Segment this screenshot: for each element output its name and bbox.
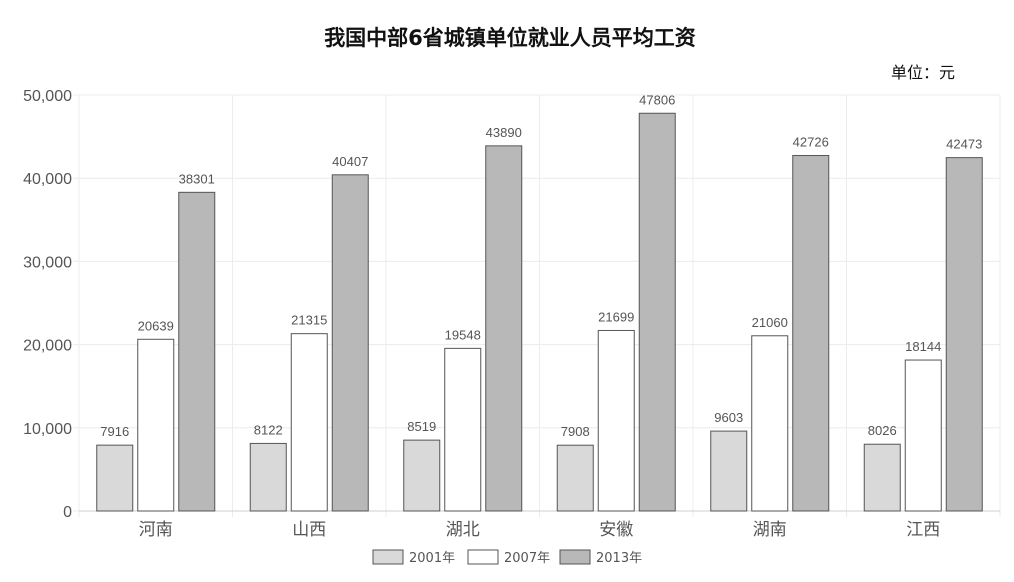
unit-label: 单位：元 bbox=[891, 63, 955, 82]
data-label: 8026 bbox=[868, 423, 897, 438]
bar bbox=[290, 333, 328, 512]
bar bbox=[863, 443, 901, 512]
data-label: 43890 bbox=[486, 125, 522, 140]
x-tick-label: 安徽 bbox=[599, 520, 633, 540]
legend-label: 2013年 bbox=[596, 551, 642, 566]
bar bbox=[96, 444, 134, 512]
data-label: 21060 bbox=[752, 315, 788, 330]
data-label: 9603 bbox=[714, 410, 743, 425]
legend: 2001年 2007年 2013年 bbox=[372, 549, 642, 566]
bar bbox=[710, 430, 748, 512]
x-tick-label: 山西 bbox=[292, 520, 326, 540]
data-label: 38301 bbox=[179, 171, 215, 186]
data-label: 20639 bbox=[138, 318, 174, 333]
legend-label: 2001年 bbox=[409, 551, 455, 566]
bar bbox=[137, 338, 175, 512]
legend-swatch bbox=[372, 549, 404, 565]
bar bbox=[485, 145, 523, 512]
data-label: 47806 bbox=[639, 92, 675, 107]
chart-title: 我国中部6省城镇单位就业人员平均工资 bbox=[324, 26, 696, 50]
x-tick-label: 湖北 bbox=[446, 520, 480, 540]
y-tick-label: 50,000 bbox=[23, 88, 72, 105]
y-axis: 0 10,000 20,000 30,000 40,000 50,000 bbox=[23, 88, 72, 521]
y-tick-label: 0 bbox=[63, 504, 72, 521]
bar bbox=[904, 359, 942, 512]
x-tick-label: 湖南 bbox=[753, 520, 787, 540]
bar bbox=[178, 191, 216, 512]
gridlines bbox=[73, 94, 1001, 517]
x-tick-label: 江西 bbox=[906, 520, 940, 540]
x-tick-label: 河南 bbox=[139, 520, 173, 540]
legend-label: 2007年 bbox=[504, 551, 550, 566]
bar bbox=[556, 444, 594, 512]
bar bbox=[945, 157, 983, 512]
data-label: 7908 bbox=[561, 424, 590, 439]
data-label: 7916 bbox=[100, 424, 129, 439]
bar bbox=[597, 329, 635, 512]
data-label: 42473 bbox=[946, 137, 982, 152]
y-tick-label: 10,000 bbox=[23, 421, 72, 438]
bar bbox=[403, 439, 441, 512]
data-label: 19548 bbox=[445, 327, 481, 342]
data-label: 8122 bbox=[254, 422, 283, 437]
y-tick-label: 30,000 bbox=[23, 254, 72, 271]
bars: 7916 20639 38301 8122 21315 40407 8519 19548 438… bbox=[96, 92, 983, 512]
y-tick-label: 40,000 bbox=[23, 171, 72, 188]
data-label: 8519 bbox=[407, 419, 436, 434]
bar bbox=[792, 155, 830, 512]
legend-swatch bbox=[559, 549, 591, 565]
y-tick-label: 20,000 bbox=[23, 338, 72, 355]
bar bbox=[751, 335, 789, 512]
bar bbox=[444, 347, 482, 512]
legend-swatch bbox=[467, 549, 499, 565]
bar bbox=[638, 112, 676, 512]
bar bbox=[331, 174, 369, 512]
data-label: 42726 bbox=[793, 135, 829, 150]
bar bbox=[249, 442, 287, 512]
data-label: 18144 bbox=[905, 339, 941, 354]
data-label: 21699 bbox=[598, 309, 634, 324]
data-label: 40407 bbox=[332, 154, 368, 169]
x-axis: 河南 山西 湖北 安徽 湖南 江西 bbox=[139, 520, 941, 540]
data-label: 21315 bbox=[291, 313, 327, 328]
